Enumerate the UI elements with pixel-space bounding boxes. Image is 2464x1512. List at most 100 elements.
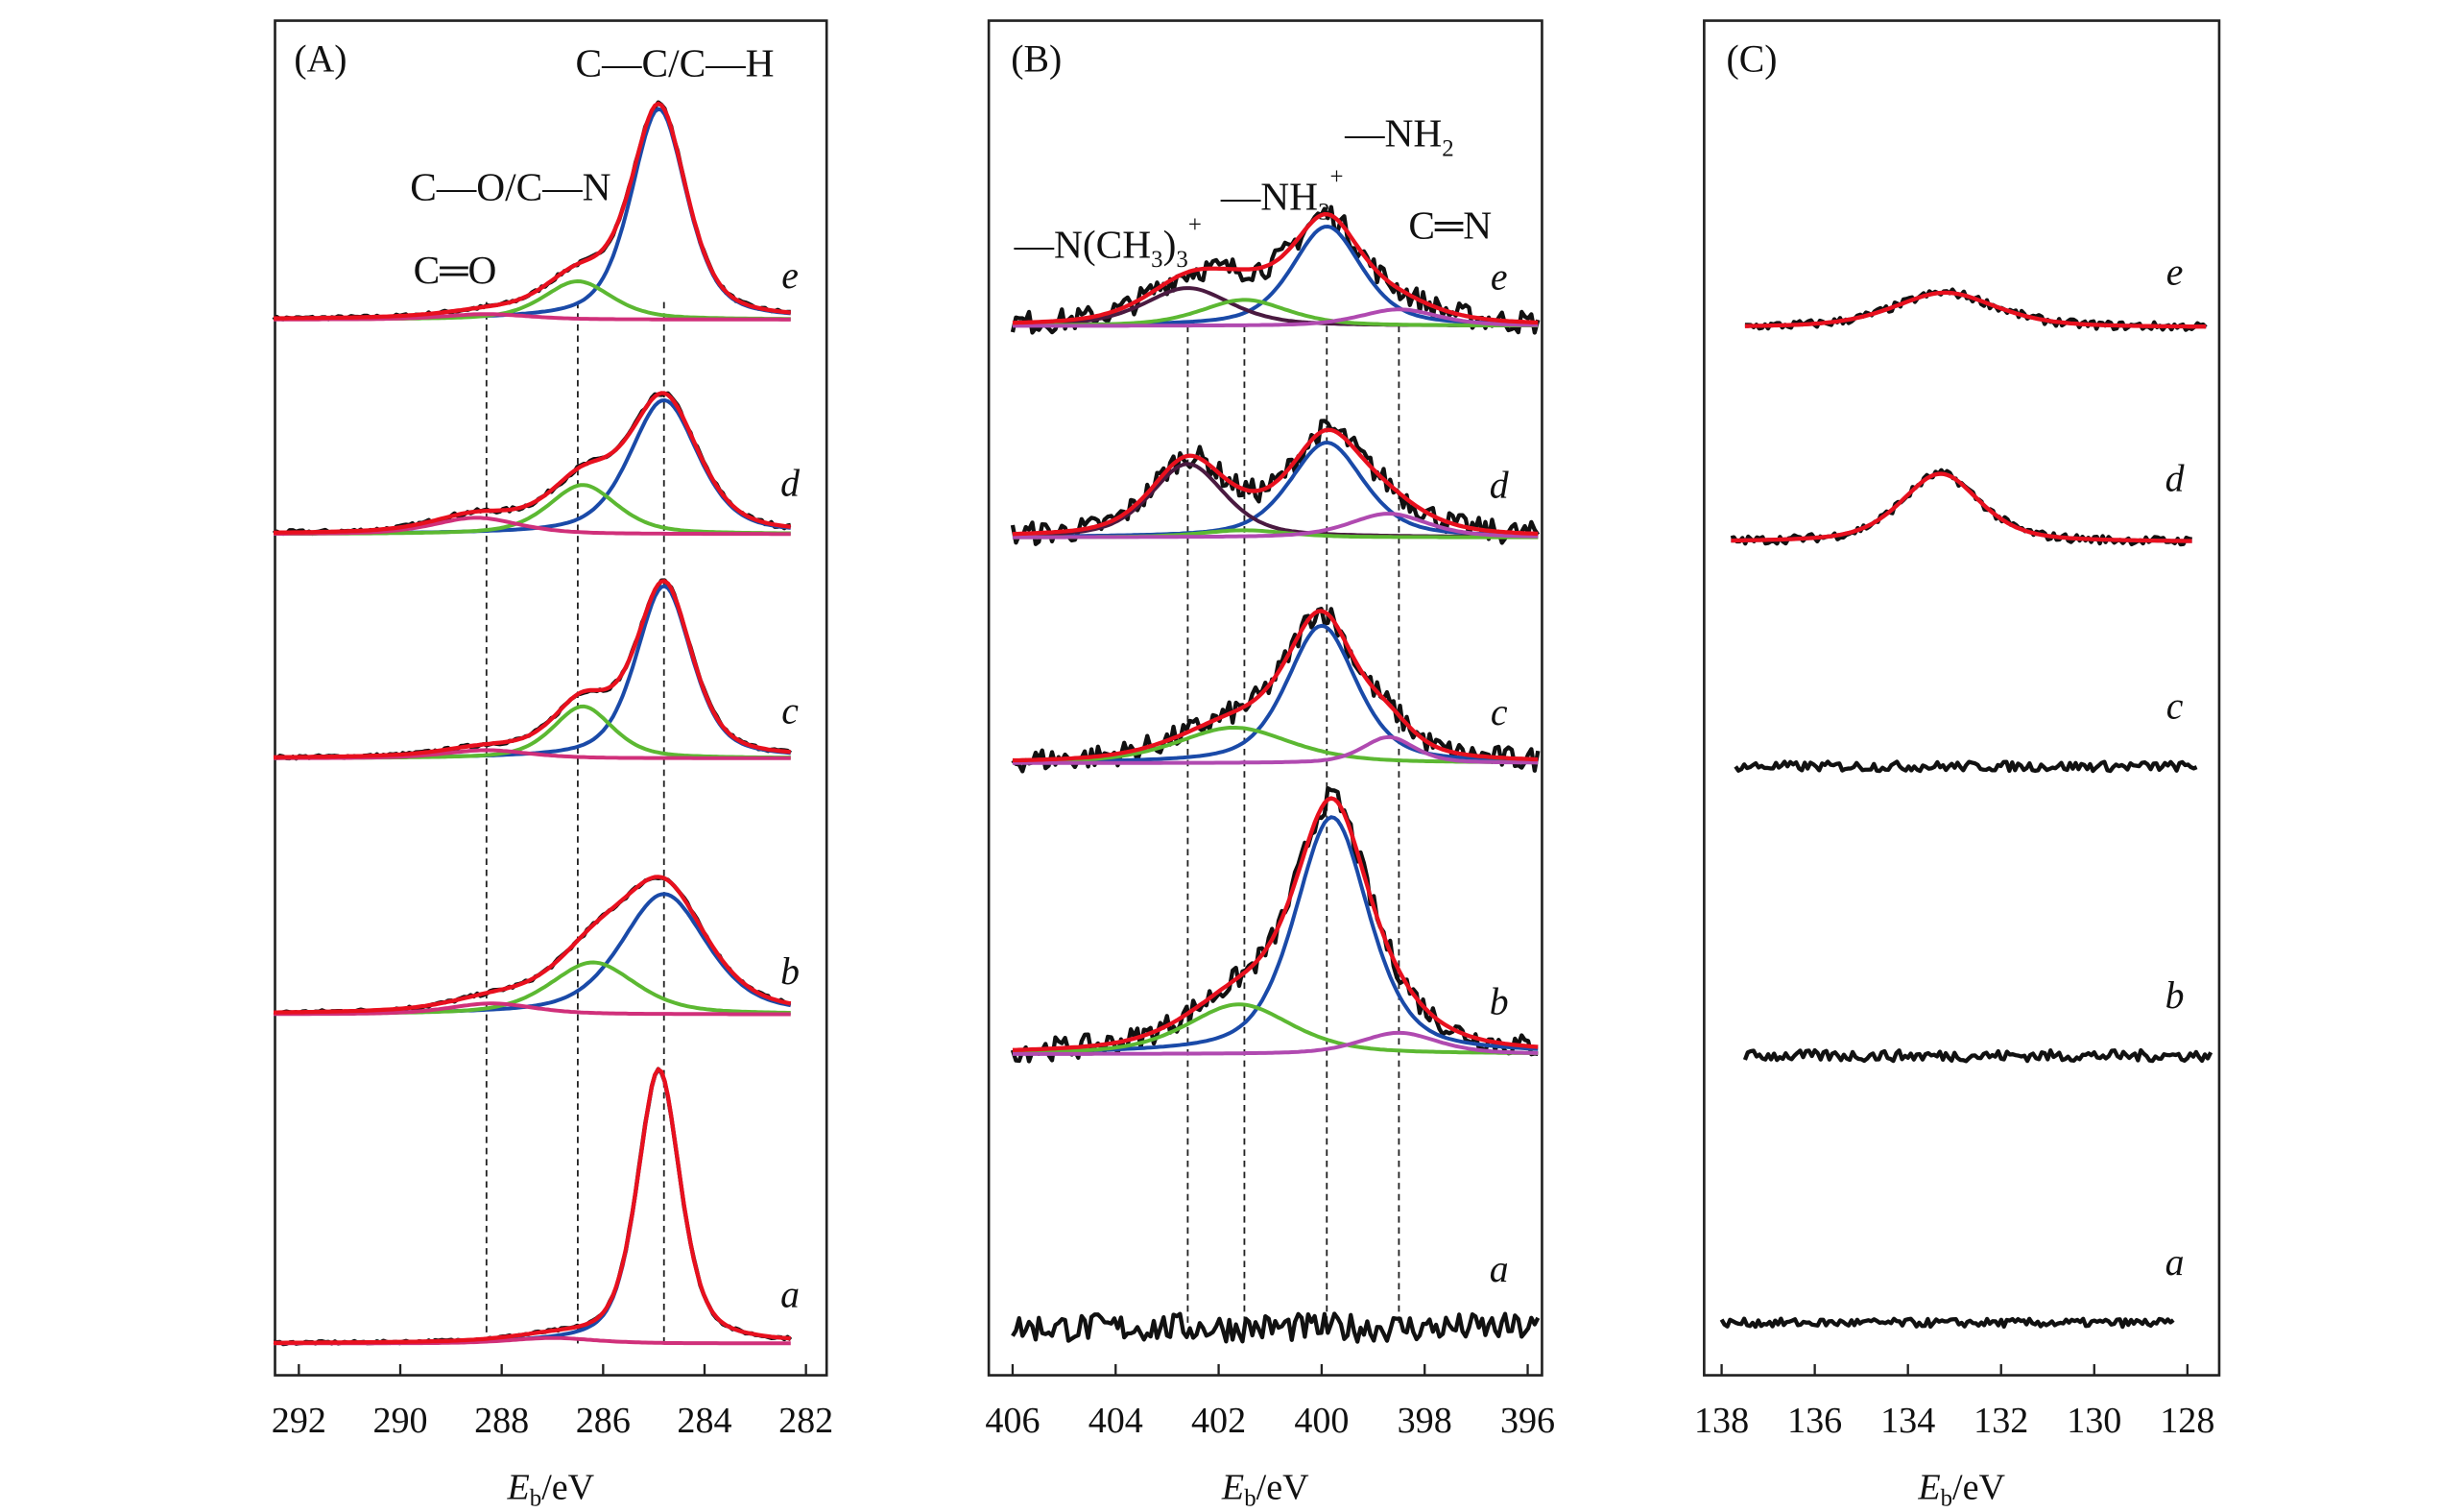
measured-spectrum-c [1011, 606, 1541, 774]
spectrum-b: b [1010, 785, 1539, 1064]
peak-label-part: 3 [1176, 247, 1187, 273]
component-peak [1012, 1002, 1539, 1056]
fitted-envelope-a [274, 1067, 791, 1345]
peak-label: C—C/C—H [576, 40, 775, 84]
peak-label-part: —NH [1220, 175, 1318, 219]
x-tick-label: 402 [1191, 1401, 1246, 1441]
measured-spectrum-e [272, 100, 791, 322]
x-axis-label: Eb/eV [1221, 1468, 1309, 1512]
sample-label: b [1490, 981, 1509, 1023]
peak-label-part: —N(CH [1014, 222, 1152, 267]
sample-label: a [1490, 1248, 1509, 1290]
panel-b: 406 404 402 400 398 396Eb/eV(B)—N(CH3)3+—NH3+… [985, 19, 1555, 1512]
peak-label-part: C—O/C—N [410, 165, 610, 209]
spectrum-c: c [1734, 685, 2198, 774]
peak-label: C═N [1408, 203, 1492, 247]
sample-label: a [780, 1273, 800, 1315]
x-axis-unit: /eV [541, 1468, 594, 1508]
x-axis-symbol: E [1917, 1468, 1940, 1508]
peak-label: C—O/C—N [410, 165, 610, 209]
x-tick-label: 404 [1088, 1401, 1143, 1441]
component-peak [274, 107, 791, 322]
component-peak [1012, 623, 1539, 764]
sample-label: e [781, 254, 799, 297]
fitted-envelope-e [1744, 290, 2207, 329]
spectrum-a: a [1011, 1248, 1541, 1344]
sample-label: d [2165, 458, 2185, 500]
spectrum-c: c [1011, 606, 1541, 774]
spectrum-e: e [272, 100, 799, 322]
fitted-envelope-e [1012, 211, 1539, 325]
measured-spectrum-b [1742, 1047, 2213, 1064]
peak-label-part: C═N [1408, 203, 1492, 247]
measured-spectrum-a [1719, 1316, 2175, 1330]
fitted-envelope-b [1012, 796, 1539, 1052]
plot-frame [987, 19, 1543, 1377]
x-tick-label: 132 [1974, 1401, 2028, 1441]
peak-label-part: ) [1163, 222, 1177, 267]
x-tick-label: 292 [272, 1401, 326, 1441]
sample-label: b [2165, 974, 2185, 1017]
measured-spectrum-d [1730, 468, 2192, 547]
spectrum-c: c [273, 578, 799, 761]
panel-a: 292 290 288 286 284 282 Eb/eV (A) C═O C—O/C—N C—C/… [272, 19, 833, 1512]
component-peak [274, 1001, 791, 1017]
sample-label: b [780, 950, 800, 993]
fitted-envelope-e [274, 101, 791, 321]
peak-label-part: 2 [1442, 135, 1453, 161]
x-tick-label: 138 [1694, 1401, 1749, 1441]
component-peak [1012, 441, 1539, 539]
plot-frame [274, 19, 828, 1377]
sample-label: e [2166, 251, 2184, 293]
spectrum-a: a [273, 1067, 800, 1347]
spectrum-d: d [1730, 458, 2192, 547]
fitted-envelope-d [1731, 471, 2192, 543]
x-tick-label: 136 [1787, 1401, 1842, 1441]
x-axis-unit: /eV [1256, 1468, 1309, 1508]
spectrum-b: b [1742, 974, 2213, 1064]
x-axis-label: Eb/eV [507, 1468, 595, 1512]
x-axis-symbol: E [507, 1468, 530, 1508]
peak-label-part: 3 [1151, 247, 1162, 273]
measured-spectrum-a [1011, 1311, 1541, 1344]
component-peak [274, 397, 791, 536]
component-peak [1012, 307, 1539, 328]
peak-label-part: C—C/C—H [576, 40, 775, 84]
sample-label: a [2165, 1241, 2185, 1284]
measured-spectrum-c [1734, 759, 2198, 774]
peak-label: C═O [414, 248, 497, 292]
sample-label: d [1490, 464, 1509, 506]
peak-label: —NH2 [1344, 110, 1454, 161]
x-tick-label: 288 [474, 1401, 529, 1441]
peak-label: —NH3+ [1220, 164, 1344, 225]
fitted-envelope-d [274, 391, 791, 535]
x-tick-label: 284 [677, 1401, 731, 1441]
x-tick-label: 134 [1880, 1401, 1935, 1441]
measured-spectrum-a [273, 1067, 793, 1347]
x-tick-label: 286 [576, 1401, 631, 1441]
measured-spectrum-d [272, 391, 792, 537]
component-peak [274, 1067, 791, 1345]
panel-label: (C) [1727, 38, 1778, 81]
peak-label: —N(CH3)3+ [1014, 212, 1202, 273]
x-tick-label: 282 [778, 1401, 833, 1441]
x-axis-label: Eb/eV [1917, 1468, 2005, 1512]
x-tick-label: 128 [2160, 1401, 2214, 1441]
component-peak [1012, 1030, 1539, 1056]
peak-label-part: C═O [414, 248, 497, 292]
sample-label: c [1491, 691, 1508, 733]
spectrum-a: a [1719, 1241, 2185, 1330]
x-tick-label: 130 [2067, 1401, 2121, 1441]
x-axis-subscript: b [1941, 1485, 1952, 1511]
x-axis-subscript: b [1244, 1485, 1256, 1511]
sample-label: e [1491, 255, 1508, 298]
sample-label: c [781, 690, 799, 732]
component-peak [1012, 734, 1539, 765]
panel-label: (A) [294, 38, 347, 81]
x-axis-subscript: b [530, 1485, 541, 1511]
component-peak [1012, 512, 1539, 540]
panel-c: 138 136 134 132 130 128 Eb/eV (C) e d c b a [1694, 19, 2221, 1512]
x-tick-label: 400 [1294, 1401, 1349, 1441]
spectrum-b: b [273, 875, 800, 1017]
